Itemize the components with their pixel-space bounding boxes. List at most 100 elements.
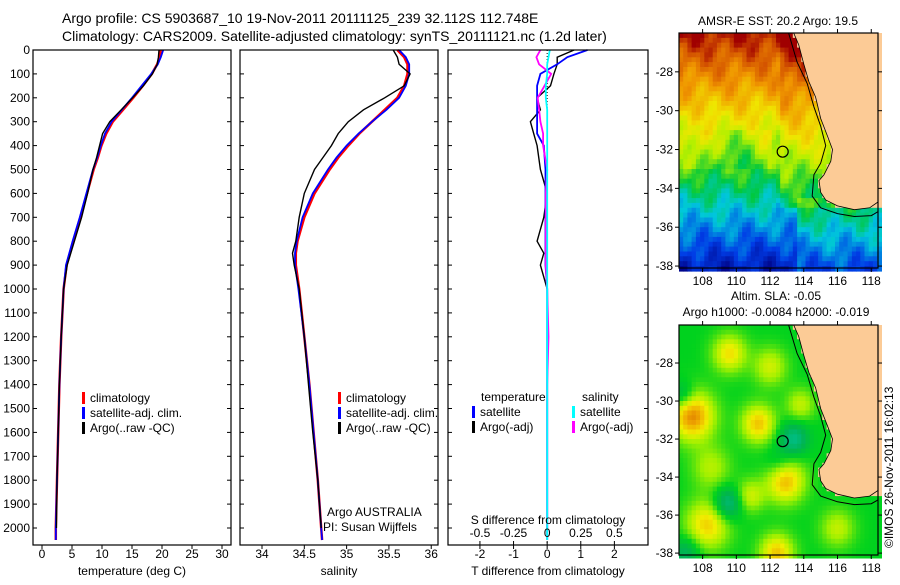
x-tick-label: 2 [611, 547, 618, 561]
imos-credit: ©IMOS 26-Nov-2011 16:02:13 [882, 386, 896, 548]
lon-tick-label: 118 [862, 274, 881, 288]
x-tick-label: 15 [125, 547, 139, 561]
lon-tick-label: 112 [760, 274, 779, 288]
s-tick-label: -0.25 [500, 526, 528, 540]
float-info: Argo AUSTRALIA [327, 505, 422, 519]
x-tick-label: 0 [39, 547, 46, 561]
legend-swatch [572, 421, 575, 433]
argo-line [56, 50, 159, 528]
lon-tick-label: 118 [862, 561, 881, 575]
y-tick-label: 100 [10, 67, 30, 81]
y-tick-label: 200 [10, 91, 30, 105]
lon-tick-label: 114 [794, 561, 813, 575]
x-tick-label: 5 [69, 547, 76, 561]
lon-tick-label: 108 [693, 274, 713, 288]
y-tick-label: 1000 [3, 282, 30, 296]
legend-label: Argo(-adj) [480, 420, 533, 434]
x-tick-label: -1 [508, 547, 519, 561]
y-tick-label: 1400 [3, 378, 30, 392]
lon-tick-label: 116 [828, 274, 847, 288]
legend-swatch [338, 392, 341, 404]
sal-argo-diff-line [536, 50, 551, 528]
legend-swatch [472, 406, 475, 418]
y-tick-label: 1100 [4, 306, 30, 320]
legend-swatch [338, 407, 341, 419]
y-tick-label: 0 [23, 43, 30, 57]
legend-title-salinity: salinity [582, 390, 619, 404]
header-line-1: Argo profile: CS 5903687_10 19-Nov-2011 … [62, 10, 538, 26]
lon-tick-label: 110 [727, 561, 746, 575]
legend-swatch [82, 392, 85, 404]
y-tick-label: 1900 [3, 497, 30, 511]
s-axis-label: S difference from climatology [471, 513, 626, 527]
lat-tick-label: -32 [656, 432, 674, 446]
x-tick-label: 36 [425, 547, 439, 561]
salinity-axes [240, 50, 438, 545]
x-tick-label: 20 [155, 547, 169, 561]
lon-tick-label: 110 [727, 274, 746, 288]
difference-panel: -2 -1 0 1 2 -0.5 -0.25 0 0.25 0.5S difference fro… [448, 50, 648, 578]
map-title: Altim. SLA: -0.05 [731, 289, 821, 303]
y-tick-label: 1600 [3, 425, 30, 439]
y-tick-label: 1800 [3, 473, 30, 487]
legend-label: satellite [580, 405, 621, 419]
s-tick-label: 0.25 [569, 526, 593, 540]
lon-tick-label: 114 [794, 274, 813, 288]
x-tick-label: -2 [475, 547, 486, 561]
x-axis-label: temperature (deg C) [78, 564, 186, 578]
legend-label: satellite-adj. clim. [90, 406, 182, 420]
lat-tick-label: -28 [656, 356, 674, 370]
s-tick-label: -0.5 [470, 526, 491, 540]
x-tick-label: 35.5 [377, 547, 401, 561]
x-tick-label: 10 [95, 547, 109, 561]
y-tick-label: 2000 [3, 521, 30, 535]
legend-label: Argo(..raw -QC) [346, 421, 431, 435]
temp-satellite-diff-line [537, 50, 587, 540]
lon-tick-label: 116 [828, 561, 847, 575]
y-tick-label: 500 [10, 163, 30, 177]
y-tick-label: 300 [10, 115, 30, 129]
x-tick-label: 0 [544, 547, 551, 561]
lat-tick-label: -36 [656, 220, 674, 234]
legend-swatch [472, 421, 475, 433]
argo-line [293, 50, 411, 528]
lat-tick-label: -34 [656, 470, 674, 484]
x-tick-label: 34.5 [293, 547, 317, 561]
sal-satellite-diff-line [546, 50, 550, 540]
legend-label: satellite-adj. clim. [346, 406, 438, 420]
x-tick-label: 25 [185, 547, 199, 561]
lat-tick-label: -28 [656, 65, 674, 79]
s-tick-label: 0 [544, 526, 551, 540]
lat-tick-label: -38 [656, 259, 674, 273]
lon-tick-label: 112 [760, 561, 779, 575]
pi-info: PI: Susan Wijffels [323, 520, 417, 534]
y-tick-label: 1300 [3, 354, 30, 368]
s-tick-label: 0.5 [606, 526, 623, 540]
legend-label: climatology [90, 391, 150, 405]
legend-label: Argo(-adj) [580, 420, 633, 434]
legend-swatch [572, 406, 575, 418]
lat-tick-label: -30 [656, 394, 674, 408]
y-tick-label: 1700 [3, 449, 30, 463]
legend-label: climatology [346, 391, 406, 405]
lat-tick-label: -34 [656, 181, 674, 195]
legend-swatch [82, 422, 85, 434]
climatology-line [296, 50, 408, 540]
y-tick-label: 600 [10, 186, 30, 200]
lat-tick-label: -32 [656, 143, 674, 157]
x-tick-label: 1 [577, 547, 584, 561]
y-tick-label: 400 [10, 139, 30, 153]
header-line-2: Climatology: CARS2009. Satellite-adjuste… [62, 28, 607, 44]
y-tick-label: 1200 [3, 330, 30, 344]
lat-tick-label: -38 [656, 546, 674, 560]
satellite-clim-line [295, 50, 409, 540]
map-title: AMSR-E SST: 20.2 Argo: 19.5 [698, 14, 858, 28]
y-tick-label: 1500 [3, 402, 30, 416]
x-tick-label: 30 [215, 547, 229, 561]
y-tick-label: 800 [10, 234, 30, 248]
legend-label: satellite [480, 405, 521, 419]
